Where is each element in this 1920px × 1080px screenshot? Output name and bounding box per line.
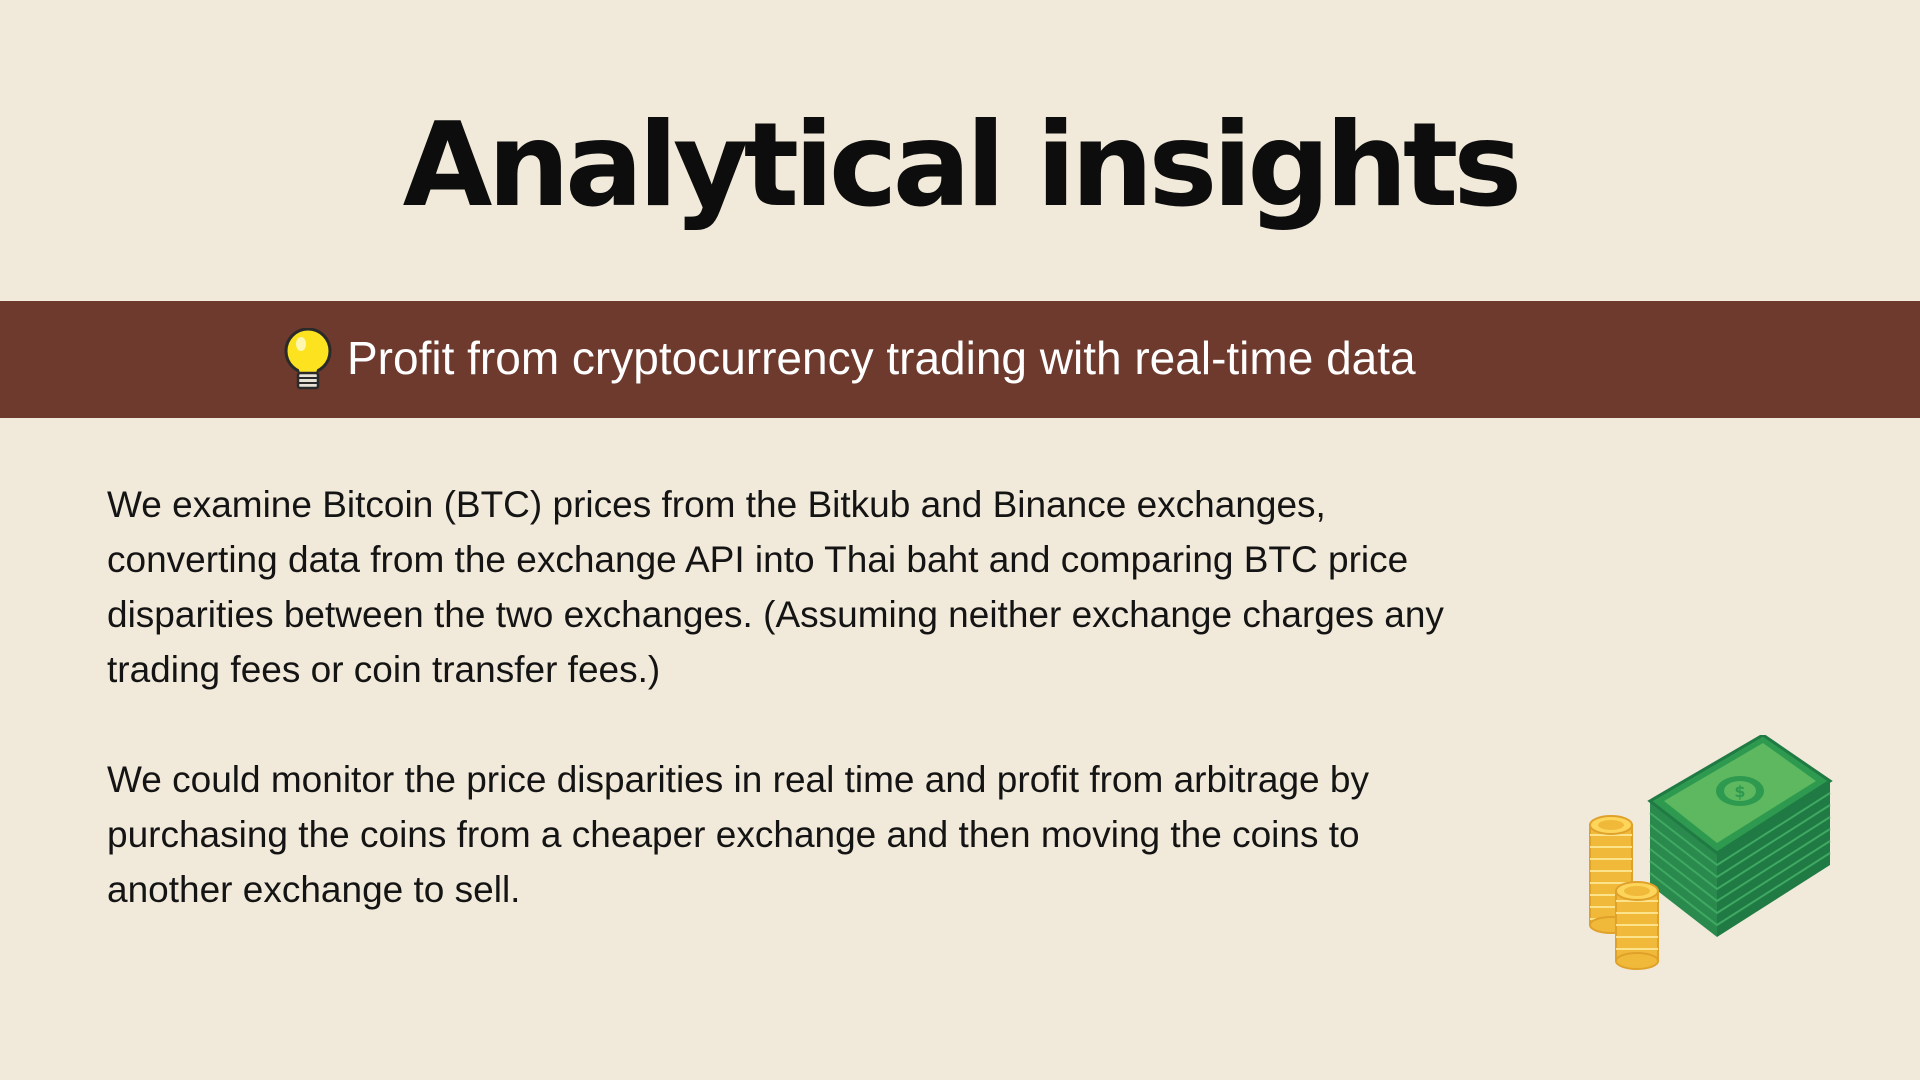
subtitle-banner: Profit from cryptocurrency trading with … bbox=[0, 301, 1920, 418]
body-paragraph-1: We examine Bitcoin (BTC) prices from the… bbox=[107, 484, 1444, 690]
banner-text: Profit from cryptocurrency trading with … bbox=[347, 332, 1416, 384]
page-title: Analytical insights bbox=[402, 98, 1523, 233]
lightbulb-icon bbox=[284, 328, 332, 390]
money-stack-and-coins-icon: $ bbox=[1589, 735, 1833, 970]
body-paragraph-2: We could monitor the price disparities i… bbox=[107, 759, 1369, 910]
svg-text:$: $ bbox=[1734, 782, 1745, 801]
